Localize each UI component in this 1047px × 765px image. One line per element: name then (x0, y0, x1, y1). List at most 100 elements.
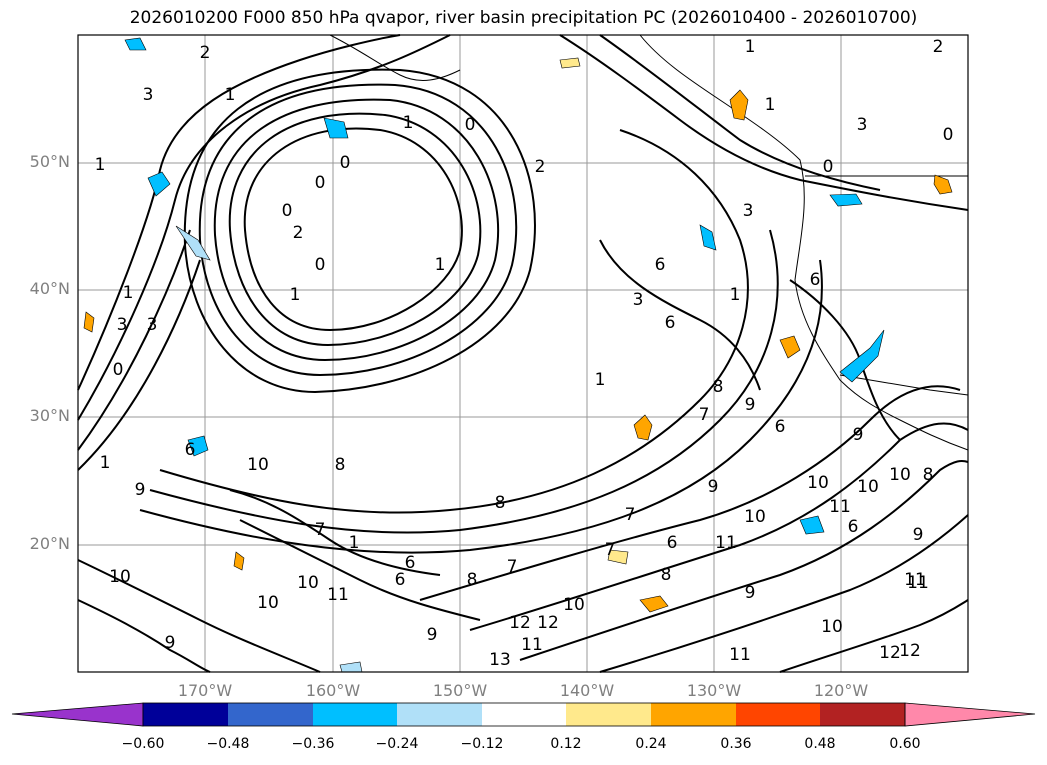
contour-label: 7 (625, 505, 636, 525)
colorbar-bin (820, 703, 905, 726)
precip-patch (779, 335, 801, 359)
contour-label: 1 (730, 285, 741, 305)
map-background (78, 35, 968, 672)
precip-patch (729, 89, 749, 121)
contour-label: 1 (435, 255, 446, 275)
contour-label: 3 (143, 85, 154, 105)
qvapor-contours (77, 34, 969, 673)
contour-line (519, 460, 969, 661)
contour-label: 7 (699, 405, 710, 425)
contour-label: 11 (907, 573, 929, 593)
contour-label: 1 (225, 85, 236, 105)
contour-label: 6 (667, 533, 678, 553)
colorbar-tick: 0.24 (635, 736, 667, 752)
contour-label: 0 (465, 115, 476, 135)
contour-label: 13 (489, 650, 511, 670)
lat-label-40n: 40°N (29, 279, 70, 298)
contour-label: 6 (185, 440, 196, 460)
contour-label: 8 (661, 565, 672, 585)
colorbar-bin (482, 703, 566, 726)
precip-patch (633, 414, 653, 441)
colorbar-bin (143, 703, 228, 726)
contour-line (469, 422, 969, 631)
contour-label: 1 (100, 453, 111, 473)
precip-patch (639, 595, 669, 613)
colorbar-bin (651, 703, 736, 726)
colorbar-tick: 0.12 (550, 736, 582, 752)
contour-line (77, 34, 451, 421)
colorbar-tick: 0.36 (720, 736, 752, 752)
coastline (329, 34, 969, 451)
contour-label: 0 (113, 360, 124, 380)
colorbar-tick: 0.60 (889, 736, 921, 752)
contour-label: 6 (665, 313, 676, 333)
precip-patch (175, 225, 211, 261)
lon-label-120w: 120°W (813, 681, 869, 700)
contour-label: 11 (715, 533, 737, 553)
contour-label: 3 (117, 315, 128, 335)
contour-label: 1 (290, 285, 301, 305)
precip-patch (559, 57, 581, 69)
contour-line (419, 385, 961, 601)
contour-label: 2 (293, 223, 304, 243)
contour-line (559, 34, 969, 211)
map-title: 2026010200 F000 850 hPa qvapor, river ba… (129, 8, 918, 28)
contour-label: 8 (923, 465, 934, 485)
contour-line (239, 519, 481, 621)
contour-label: 2 (535, 157, 546, 177)
colorbar-tick: −0.36 (291, 736, 335, 752)
contour-label: 10 (247, 455, 269, 475)
contour-label: 2 (200, 43, 211, 63)
lon-label-160w: 160°W (305, 681, 361, 700)
contour-label: 2 (933, 37, 944, 57)
precip-patch (933, 174, 953, 195)
colorbar-extend-left (11, 702, 144, 727)
contour-label: 1 (349, 533, 360, 553)
contour-label: 8 (467, 570, 478, 590)
contour-label: 0 (282, 201, 293, 221)
contour-label: 9 (745, 583, 756, 603)
map-frame (77, 34, 969, 673)
contour-label: 9 (913, 525, 924, 545)
contour-label: 1 (765, 95, 776, 115)
contour-label: 8 (335, 455, 346, 475)
contour-label: 6 (395, 570, 406, 590)
contour-label: 7 (507, 557, 518, 577)
lon-label-150w: 150°W (432, 681, 488, 700)
precip-patch (187, 435, 209, 457)
colorbar-tick: −0.48 (206, 736, 250, 752)
contour-label: 8 (495, 493, 506, 513)
contour-label: 1 (595, 370, 606, 390)
contour-label: 9 (135, 480, 146, 500)
precip-patch (799, 515, 825, 535)
colorbar-tick: 0.48 (804, 736, 836, 752)
contour-label: 0 (315, 255, 326, 275)
colorbar-outline (142, 702, 906, 727)
contour-line (77, 259, 201, 471)
contour-label: 12 (899, 641, 921, 661)
precip-patch (829, 193, 863, 207)
contour-label: 10 (563, 595, 585, 615)
contour-label: 7 (605, 540, 616, 560)
contour-label: 11 (729, 645, 751, 665)
contour-label: 10 (807, 473, 829, 493)
contour-label: 11 (904, 570, 926, 590)
contour-line (77, 559, 321, 673)
contour-line (599, 514, 969, 673)
contour-label: 10 (257, 593, 279, 613)
contour-label: 10 (889, 465, 911, 485)
contour-line (159, 129, 749, 514)
contour-label: 10 (857, 477, 879, 497)
contour-label: 9 (745, 395, 756, 415)
contour-label: 10 (744, 507, 766, 527)
contour-line (77, 34, 401, 391)
contour-label: 9 (427, 625, 438, 645)
lon-label-170w: 170°W (177, 681, 233, 700)
contour-label: 6 (655, 255, 666, 275)
contour-label: 7 (315, 520, 326, 540)
colorbar-extend-right (904, 702, 1036, 727)
precip-patch (233, 551, 245, 571)
contour-line (77, 229, 191, 451)
contour-label: 12 (509, 613, 531, 633)
